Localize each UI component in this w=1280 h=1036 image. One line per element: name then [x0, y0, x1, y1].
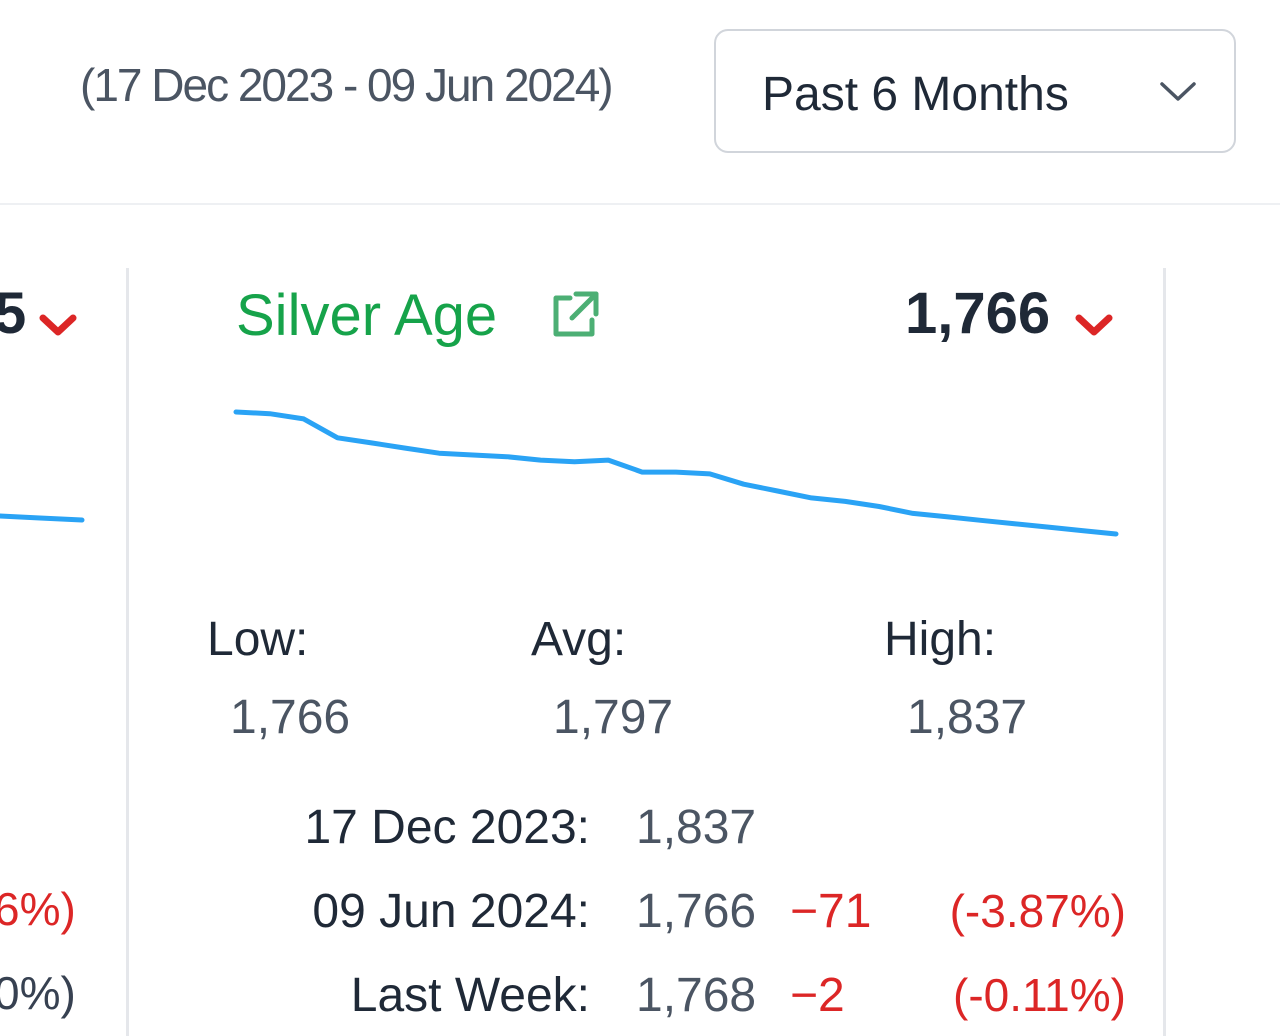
low-value: 1,766	[230, 691, 351, 744]
last-week-label: Last Week:	[350, 969, 590, 1022]
previous-card-sparkline	[0, 513, 85, 523]
end-date-value: 1,766	[636, 885, 757, 938]
card-value: 1,766	[905, 281, 1051, 346]
down-arrow-icon	[38, 312, 78, 345]
avg-value: 1,797	[553, 691, 674, 744]
card-divider	[1163, 268, 1166, 1036]
down-arrow-icon	[1074, 312, 1114, 345]
period-select-value: Past 6 Months	[762, 68, 1069, 121]
last-week-change: −2	[790, 969, 845, 1022]
end-date-change: −71	[790, 885, 872, 938]
sparkline-chart	[233, 409, 1119, 537]
header-divider	[0, 203, 1280, 205]
last-week-pct: (-0.11%)	[953, 969, 1126, 1021]
card-divider	[126, 268, 129, 1036]
previous-card-pct: 0%)	[0, 967, 76, 1019]
avg-label: Avg:	[531, 613, 627, 666]
external-link-icon[interactable]	[546, 288, 602, 349]
start-date-value: 1,837	[636, 801, 757, 854]
chevron-down-icon	[1158, 79, 1198, 110]
date-range: (17 Dec 2023 - 09 Jun 2024)	[80, 59, 614, 111]
low-label: Low:	[207, 613, 309, 666]
previous-card-value: 5	[0, 281, 27, 346]
last-week-value: 1,768	[636, 969, 757, 1022]
previous-card-pct: 6%)	[0, 883, 76, 935]
sparkline-series	[233, 409, 1119, 537]
card-title-link[interactable]: Silver Age	[236, 283, 498, 348]
end-date-label: 09 Jun 2024:	[312, 885, 590, 938]
high-value: 1,837	[907, 691, 1028, 744]
period-select[interactable]: Past 6 Months	[714, 29, 1236, 153]
end-date-pct: (-3.87%)	[949, 885, 1126, 937]
start-date-label: 17 Dec 2023:	[304, 801, 590, 854]
high-label: High:	[884, 613, 997, 666]
